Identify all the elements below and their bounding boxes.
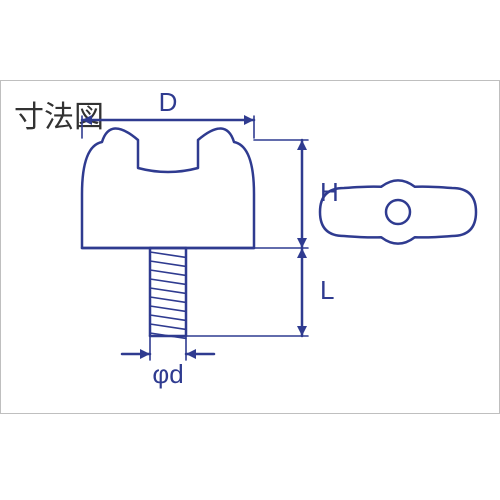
svg-text:φd: φd <box>152 359 183 389</box>
dimension-diagram: DHLφd <box>0 0 500 500</box>
stage: 寸法図 DHLφd <box>0 0 500 500</box>
svg-text:D: D <box>159 87 178 117</box>
svg-text:L: L <box>320 275 334 305</box>
